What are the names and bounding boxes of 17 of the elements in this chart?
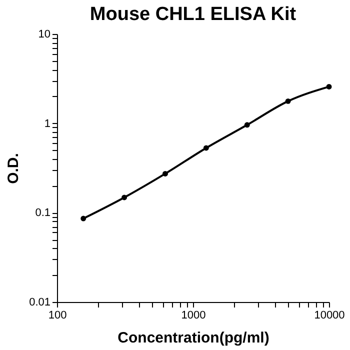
point	[80, 216, 86, 222]
point	[203, 145, 209, 151]
y-tick-label: 0.01	[29, 296, 50, 308]
chart-title: Mouse CHL1 ELISA Kit	[90, 4, 297, 25]
y-tick-label: 10	[38, 28, 50, 40]
y-tick-label: 0.1	[35, 207, 50, 220]
point	[285, 98, 291, 104]
x-tick-label: 100	[48, 310, 67, 322]
point	[244, 122, 250, 128]
y-tick-label: 1	[44, 118, 50, 130]
x-tick-label: 1000	[181, 310, 206, 322]
point	[326, 84, 332, 90]
x-axis-title: Concentration(pg/ml)	[118, 330, 270, 346]
y-axis-title: O.D.	[5, 153, 22, 184]
x-tick-label: 10000	[314, 310, 345, 322]
point	[162, 170, 168, 176]
point	[122, 194, 128, 200]
